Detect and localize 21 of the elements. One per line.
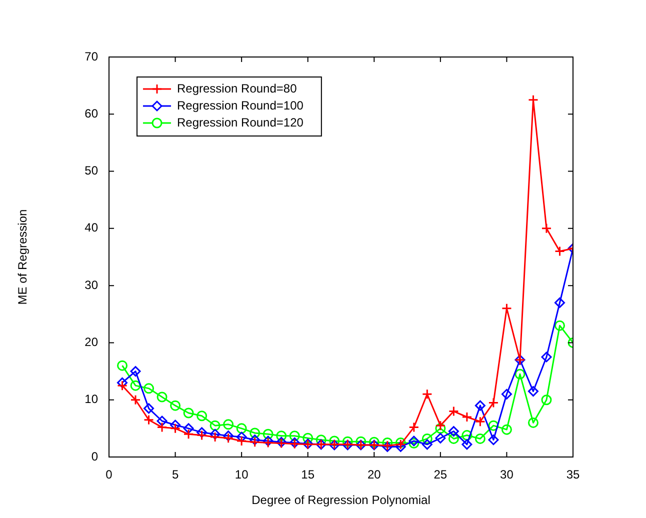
x-axis-title: Degree of Regression Polynomial bbox=[252, 493, 430, 508]
y-tick-label: 50 bbox=[84, 164, 98, 178]
y-tick-label: 0 bbox=[91, 449, 98, 464]
x-tick-label: 20 bbox=[367, 468, 382, 482]
legend-label: Regression Round=100 bbox=[177, 98, 304, 112]
y-axis-title: ME of Regression bbox=[16, 209, 30, 305]
legend-label: Regression Round=120 bbox=[177, 115, 304, 130]
y-tick-label: 70 bbox=[84, 49, 98, 64]
x-tick-label: 10 bbox=[234, 468, 249, 482]
x-tick-label: 5 bbox=[172, 468, 179, 482]
legend-label: Regression Round=80 bbox=[177, 81, 298, 96]
y-tick-label: 20 bbox=[84, 335, 98, 350]
x-tick-label: 0 bbox=[106, 468, 113, 482]
x-tick-label: 25 bbox=[434, 468, 448, 482]
y-tick-label: 30 bbox=[84, 278, 98, 292]
x-tick-label: 35 bbox=[566, 468, 580, 482]
x-tick-label: 15 bbox=[301, 468, 315, 482]
y-tick-label: 10 bbox=[84, 392, 98, 406]
y-tick-label: 40 bbox=[84, 220, 98, 235]
y-tick-label: 60 bbox=[84, 106, 98, 120]
x-tick-label: 30 bbox=[500, 468, 514, 482]
